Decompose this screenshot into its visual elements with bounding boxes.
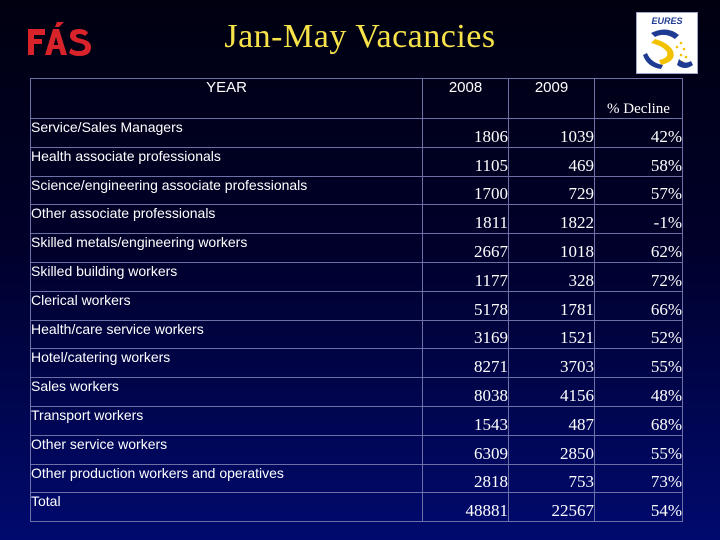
decline-cell: 68%: [594, 405, 683, 436]
value-2009-cell: 1521: [508, 319, 595, 350]
table-row: Service/Sales Managers 1806 1039 42%: [30, 118, 683, 148]
decline-cell: 54%: [594, 492, 683, 523]
decline-cell: 52%: [594, 319, 683, 350]
decline-cell: 62%: [594, 233, 683, 263]
category-cell: Other service workers: [30, 434, 423, 465]
category-cell: Service/Sales Managers: [30, 118, 423, 148]
fas-logo: [26, 20, 96, 60]
total-row: Total 48881 22567 54%: [30, 492, 683, 523]
category-cell: Science/engineering associate profession…: [30, 175, 423, 206]
category-cell: Sales workers: [30, 377, 423, 407]
table-row: Transport workers 1543 487 68%: [30, 405, 683, 436]
year-2009-header: 2009: [508, 78, 595, 119]
table-row: Skilled building workers 1177 328 72%: [30, 261, 683, 292]
table-row: Hotel/catering workers 8271 3703 55%: [30, 348, 683, 379]
value-2009-cell: 4156: [508, 377, 595, 407]
decline-cell: 42%: [594, 118, 683, 148]
decline-cell: 58%: [594, 146, 683, 177]
value-2008-cell: 1105: [422, 146, 509, 177]
value-2008-cell: 8038: [422, 377, 509, 407]
value-2008-cell: 5178: [422, 290, 509, 321]
value-2009-cell: 1781: [508, 290, 595, 321]
category-cell: Skilled metals/engineering workers: [30, 233, 423, 263]
value-2009-cell: 3703: [508, 348, 595, 379]
year-header: YEAR: [30, 78, 423, 119]
category-cell: Health/care service workers: [30, 319, 423, 350]
value-2009-cell: 22567: [508, 492, 595, 523]
decline-cell: 66%: [594, 290, 683, 321]
value-2008-cell: 1700: [422, 175, 509, 206]
category-cell: Transport workers: [30, 405, 423, 436]
year-2008-header: 2008: [422, 78, 509, 119]
svg-text:EURES: EURES: [651, 16, 682, 26]
table-row: Sales workers 8038 4156 48%: [30, 377, 683, 407]
category-cell: Health associate professionals: [30, 146, 423, 177]
value-2008-cell: 2818: [422, 463, 509, 494]
category-cell: Skilled building workers: [30, 261, 423, 292]
category-cell: Total: [30, 492, 423, 523]
vacancies-table: YEAR 2008 2009 % Decline Service/Sales M…: [30, 78, 683, 523]
decline-cell: 73%: [594, 463, 683, 494]
decline-header: % Decline: [594, 78, 683, 119]
value-2009-cell: 1822: [508, 204, 595, 235]
category-cell: Hotel/catering workers: [30, 348, 423, 379]
table-row: Health associate professionals 1105 469 …: [30, 146, 683, 177]
header-row: YEAR 2008 2009 % Decline: [30, 78, 683, 119]
value-2009-cell: 1018: [508, 233, 595, 263]
decline-cell: 57%: [594, 175, 683, 206]
value-2008-cell: 2667: [422, 233, 509, 263]
category-cell: Other associate professionals: [30, 204, 423, 235]
value-2008-cell: 3169: [422, 319, 509, 350]
table-row: Skilled metals/engineering workers 2667 …: [30, 233, 683, 263]
value-2009-cell: 2850: [508, 434, 595, 465]
value-2009-cell: 753: [508, 463, 595, 494]
decline-cell: 55%: [594, 348, 683, 379]
value-2009-cell: 1039: [508, 118, 595, 148]
table-row: Other service workers 6309 2850 55%: [30, 434, 683, 465]
decline-cell: 55%: [594, 434, 683, 465]
value-2008-cell: 1806: [422, 118, 509, 148]
value-2008-cell: 6309: [422, 434, 509, 465]
decline-cell: -1%: [594, 204, 683, 235]
decline-cell: 72%: [594, 261, 683, 292]
table-row: Health/care service workers 3169 1521 52…: [30, 319, 683, 350]
decline-cell: 48%: [594, 377, 683, 407]
table-row: Science/engineering associate profession…: [30, 175, 683, 206]
value-2008-cell: 1543: [422, 405, 509, 436]
table-row: Clerical workers 5178 1781 66%: [30, 290, 683, 321]
table-row: Other production workers and operatives …: [30, 463, 683, 494]
value-2008-cell: 1177: [422, 261, 509, 292]
eures-logo: EURES: [636, 12, 698, 74]
value-2008-cell: 1811: [422, 204, 509, 235]
value-2009-cell: 328: [508, 261, 595, 292]
value-2009-cell: 487: [508, 405, 595, 436]
value-2009-cell: 469: [508, 146, 595, 177]
value-2008-cell: 48881: [422, 492, 509, 523]
table-row: Other associate professionals 1811 1822 …: [30, 204, 683, 235]
category-cell: Clerical workers: [30, 290, 423, 321]
value-2009-cell: 729: [508, 175, 595, 206]
value-2008-cell: 8271: [422, 348, 509, 379]
page-title: Jan-May Vacancies: [224, 18, 496, 55]
category-cell: Other production workers and operatives: [30, 463, 423, 494]
